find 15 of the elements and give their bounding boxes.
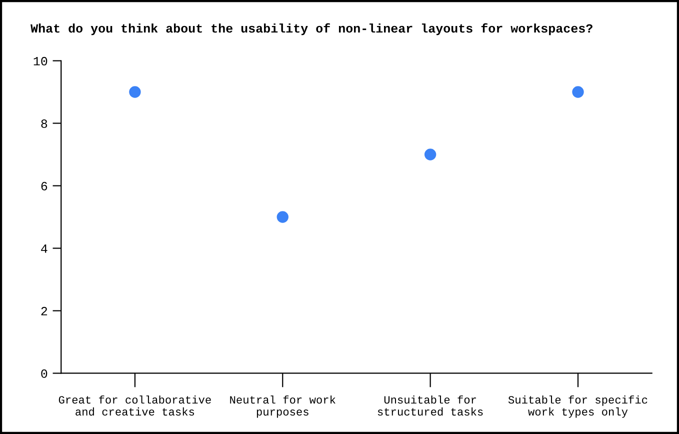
y-tick-label: 6 — [41, 182, 48, 190]
x-tick-label: Neutral for work purposes — [230, 395, 336, 418]
x-tick-label: Unsuitable for structured tasks — [378, 395, 483, 416]
chart-title: What do you think about the usability of non-linear layouts for workspaces? — [30, 23, 592, 36]
x-tick-label: Suitable for specific work types only — [508, 395, 648, 418]
y-tick-label: 4 — [41, 244, 48, 253]
y-tick-label: 2 — [41, 306, 48, 316]
y-tick-label: 8 — [41, 119, 48, 128]
y-tick-label: 10 — [34, 56, 48, 66]
y-tick-label: 0 — [41, 369, 48, 378]
point — [276, 211, 288, 223]
point — [129, 86, 141, 98]
point — [572, 86, 584, 98]
point — [424, 148, 436, 160]
x-tick-label: Great for collaborative and creative tasks — [58, 395, 211, 416]
